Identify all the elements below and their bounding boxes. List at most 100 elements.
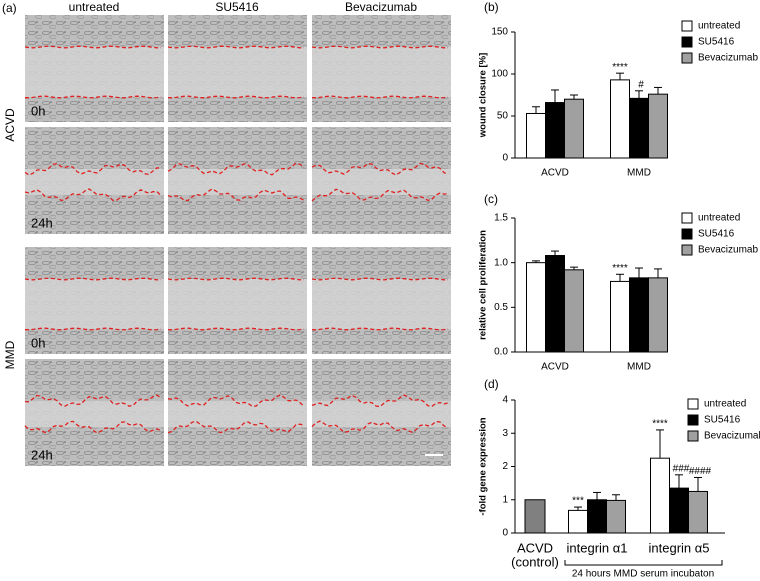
- bar: [648, 277, 668, 353]
- bar: [526, 112, 546, 159]
- time-label: 0h: [31, 103, 45, 118]
- bar: [629, 277, 649, 353]
- wound-edge: [24, 188, 162, 202]
- legend-swatch: [681, 36, 693, 48]
- wound-edge: [24, 394, 162, 407]
- wound-edge: [167, 277, 305, 281]
- time-label: 24h: [31, 215, 53, 230]
- panel-label: (b): [484, 0, 499, 14]
- panel-label: (c): [484, 192, 498, 206]
- y-axis-label: -fold gene expression: [478, 417, 489, 515]
- bar: [648, 93, 668, 159]
- wound-area: [168, 279, 307, 329]
- x-axis-label: 24 hours MMD serum incubaton: [572, 569, 714, 580]
- bar: [606, 499, 626, 534]
- column-header: untreated: [69, 0, 120, 14]
- bar: [688, 490, 708, 534]
- wound-edge: [24, 327, 162, 331]
- wound-area: [25, 279, 164, 329]
- bar: [610, 280, 630, 353]
- legend-swatch: [681, 52, 693, 64]
- wound-edge: [167, 45, 305, 49]
- legend-swatch: [681, 20, 693, 32]
- x-tick-label: integrin α5: [649, 540, 710, 555]
- row-label: MMD: [3, 340, 17, 369]
- row-label: ACVD: [3, 108, 17, 142]
- x-tick-label: MMD: [627, 168, 651, 179]
- category-bracket: [564, 560, 723, 566]
- bar: [669, 487, 689, 534]
- time-label: 0h: [31, 335, 45, 350]
- significance-label: ####: [689, 466, 712, 477]
- x-tick-label: integrin α1: [567, 540, 628, 555]
- bar: [587, 499, 607, 534]
- bar: [564, 269, 584, 353]
- y-tick-label: 0.0: [494, 347, 508, 358]
- wound-edge: [24, 95, 162, 99]
- wound-edge: [311, 162, 449, 176]
- wound-edge: [167, 95, 305, 99]
- column-header: SU5416: [215, 0, 259, 14]
- column-header: Bevacizumab: [345, 0, 417, 14]
- wound-area: [168, 401, 307, 427]
- x-tick-label: (control): [511, 554, 559, 569]
- wound-edge: [24, 45, 162, 49]
- legend-swatch: [687, 398, 699, 410]
- wound-area: [312, 169, 451, 195]
- legend-label: Bevacizumab: [698, 53, 758, 64]
- significance-label: ****: [652, 419, 668, 430]
- panel-label: (a): [2, 1, 17, 15]
- significance-label: ***: [572, 496, 584, 507]
- panel-label: (d): [484, 377, 499, 391]
- y-tick-label: 3: [502, 428, 508, 439]
- legend-label: SU5416: [704, 415, 741, 426]
- y-tick-label: 1.5: [494, 213, 508, 224]
- legend-swatch: [681, 244, 693, 256]
- bar: [564, 98, 584, 159]
- wound-edge: [311, 420, 449, 434]
- significance-label: ****: [612, 62, 628, 73]
- bar: [545, 255, 565, 353]
- x-tick-label: ACVD: [541, 168, 569, 179]
- y-tick-label: 0: [502, 528, 508, 539]
- control-bar: [524, 499, 546, 534]
- bar: [610, 79, 630, 159]
- y-tick-label: 1: [502, 494, 508, 505]
- wound-area: [312, 279, 451, 329]
- y-tick-label: 1.0: [494, 257, 508, 268]
- wound-edge: [167, 327, 305, 331]
- wound-edge: [311, 277, 449, 281]
- y-tick-label: 150: [491, 27, 508, 38]
- legend-swatch: [687, 430, 699, 442]
- wound-edge: [167, 162, 305, 176]
- wound-edge: [311, 327, 449, 331]
- bar: [526, 262, 546, 353]
- y-tick-label: 50: [497, 111, 509, 122]
- significance-label: #: [638, 79, 644, 90]
- y-tick-label: 2: [502, 461, 508, 472]
- wound-edge: [311, 45, 449, 49]
- significance-label: ****: [612, 263, 628, 274]
- y-tick-label: 100: [491, 69, 508, 80]
- wound-area: [168, 169, 307, 195]
- y-axis-label: wound closure [%]: [478, 53, 489, 138]
- legend-swatch: [681, 228, 693, 240]
- wound-area: [25, 169, 164, 195]
- wound-area: [25, 47, 164, 97]
- wound-area: [168, 47, 307, 97]
- legend-label: Bevacizumab: [704, 431, 760, 442]
- legend-label: Bevacizumab: [698, 245, 758, 256]
- y-tick-label: 0: [502, 153, 508, 164]
- micrograph-grid: 0h 24h 0h 24h: [24, 15, 451, 466]
- wound-edge: [24, 277, 162, 281]
- legend-label: untreated: [698, 213, 740, 224]
- legend-swatch: [687, 414, 699, 426]
- wound-area: [25, 401, 164, 427]
- y-axis-label: relative cell proliferation: [478, 230, 489, 340]
- y-tick-label: 0.5: [494, 302, 508, 313]
- wound-edge: [311, 188, 449, 202]
- legend-label: SU5416: [698, 229, 735, 240]
- wound-edge: [167, 394, 305, 407]
- x-tick-label: MMD: [627, 362, 651, 373]
